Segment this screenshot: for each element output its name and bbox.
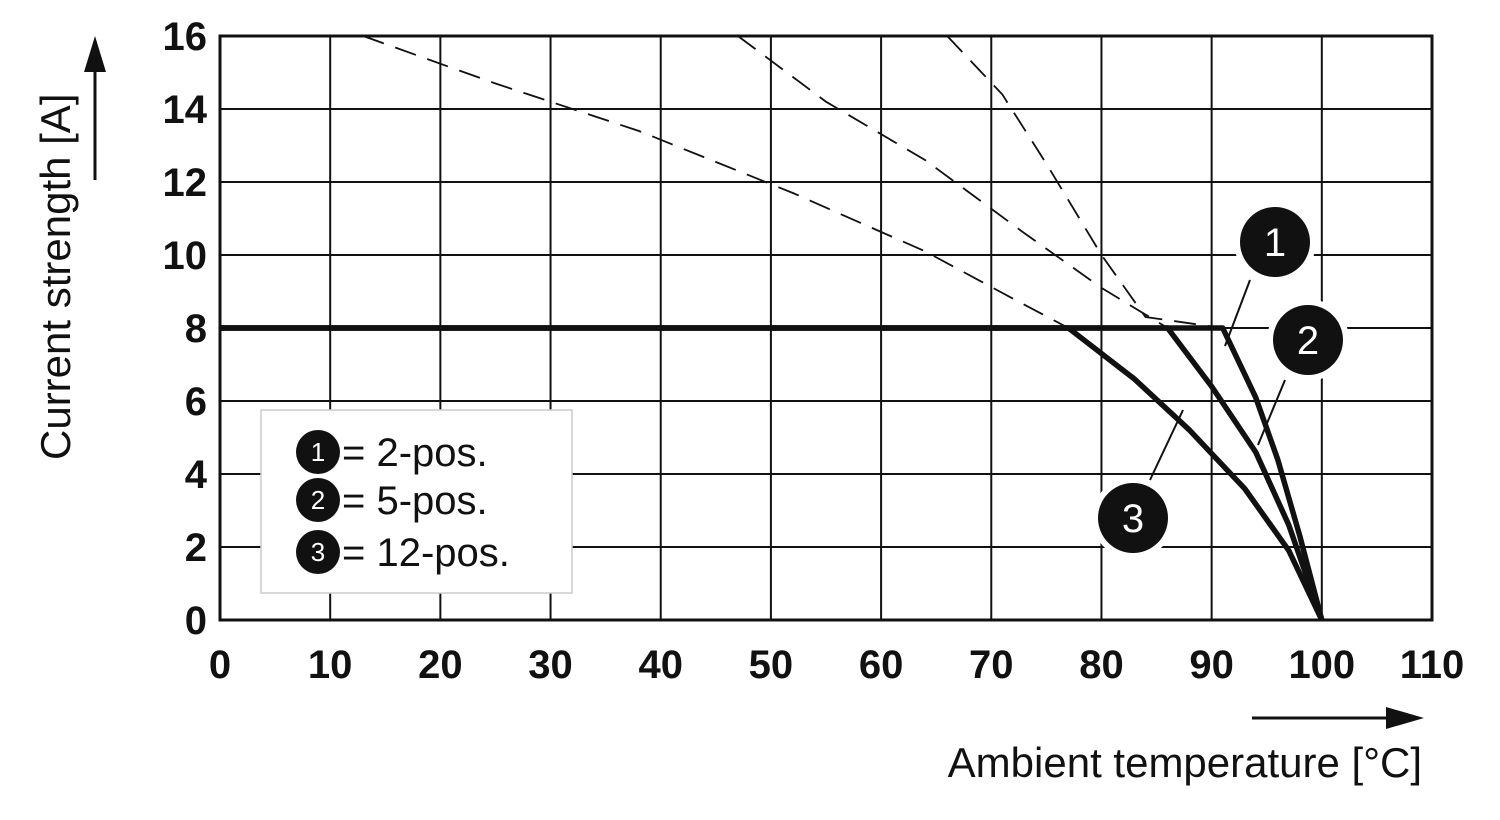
legend-items: 1 = 2-pos. 2 = 5-pos. 3 = 12-pos. <box>296 430 510 575</box>
y-tick-label: 10 <box>163 234 208 278</box>
legend: 1 = 2-pos. 2 = 5-pos. 3 = 12-pos. <box>260 409 573 594</box>
series-1-marker-label: 1 <box>1264 221 1286 265</box>
legend-marker-label: 3 <box>311 537 325 567</box>
series-3-marker-label: 3 <box>1122 497 1144 541</box>
legend-label: = 5-pos. <box>342 479 488 523</box>
series-1-leader-line <box>1224 279 1251 347</box>
x-tick-label: 90 <box>1189 643 1234 687</box>
y-tick-label: 2 <box>185 526 207 570</box>
y-tick-label: 4 <box>185 453 208 497</box>
y-tick-label: 16 <box>163 15 208 59</box>
x-tick-label: 20 <box>418 643 463 687</box>
x-tick-label: 110 <box>1400 643 1465 687</box>
series-markers: 1 2 3 <box>1092 201 1349 559</box>
legend-marker-1 <box>296 430 340 474</box>
series-3-marker <box>1098 483 1168 553</box>
y-axis-title: Current strength [A] <box>32 36 106 460</box>
legend-marker-2 <box>296 478 340 522</box>
y-tick-label: 0 <box>185 599 207 643</box>
series-2-marker <box>1273 305 1343 375</box>
y-axis-arrow-head <box>84 36 106 72</box>
x-tick-label: 10 <box>308 643 353 687</box>
plot-frame <box>218 34 1434 622</box>
series-2-leader-line <box>1257 379 1286 446</box>
legend-marker-3 <box>296 530 340 574</box>
x-tick-label: 60 <box>859 643 904 687</box>
series-3-line <box>220 325 1325 622</box>
legend-marker-label: 1 <box>311 437 325 467</box>
x-axis-title: Ambient temperature [°C] <box>948 707 1424 786</box>
y-axis-label: Current strength [A] <box>32 94 79 461</box>
series-1-dashed-line <box>946 35 1223 329</box>
x-tick-label: 100 <box>1288 643 1355 687</box>
x-axis-arrow-head <box>1386 707 1424 729</box>
y-tick-label: 6 <box>185 380 207 424</box>
series-3-dashed-line <box>362 35 1069 329</box>
x-tick-label: 0 <box>209 643 231 687</box>
x-axis-label: Ambient temperature [°C] <box>948 739 1422 786</box>
x-tick-label: 30 <box>528 643 573 687</box>
series-2-marker-label: 2 <box>1297 319 1319 363</box>
series-2-dashed-line <box>737 35 1169 329</box>
legend-marker-label: 2 <box>311 485 325 515</box>
y-tick-label: 14 <box>163 88 208 132</box>
y-tick-label: 12 <box>163 161 208 205</box>
x-tick-label: 40 <box>638 643 683 687</box>
series-3-leader-line <box>1149 409 1184 481</box>
legend-label: = 2-pos. <box>342 431 488 475</box>
x-tick-label: 80 <box>1079 643 1124 687</box>
x-tick-label: 70 <box>969 643 1014 687</box>
series-1-marker <box>1240 207 1310 277</box>
x-tick-label: 50 <box>749 643 794 687</box>
y-tick-label: 8 <box>185 307 207 351</box>
legend-label: = 12-pos. <box>342 531 510 575</box>
series-layer <box>220 35 1325 622</box>
